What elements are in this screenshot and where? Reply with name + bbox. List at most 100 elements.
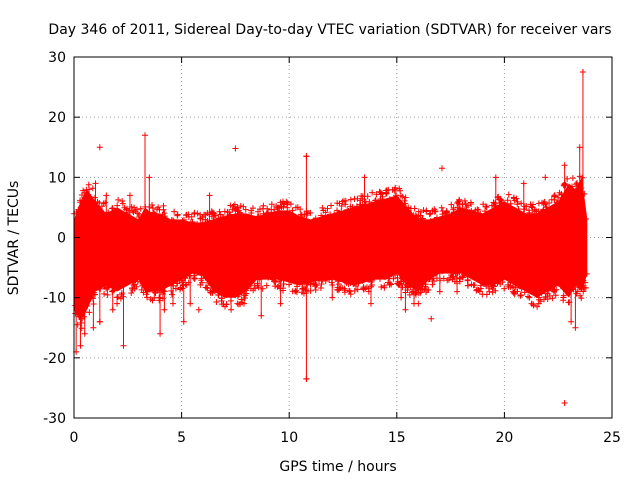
data-point bbox=[499, 273, 506, 280]
data-point bbox=[156, 283, 163, 290]
y-tick-label: 10 bbox=[48, 170, 66, 186]
data-point bbox=[257, 213, 264, 220]
data-point bbox=[392, 196, 399, 203]
data-point bbox=[102, 199, 109, 206]
data-point bbox=[321, 214, 328, 221]
data-point bbox=[91, 194, 98, 201]
data-point bbox=[291, 218, 298, 225]
data-point-spike bbox=[234, 204, 241, 211]
data-point bbox=[153, 216, 160, 223]
data-point bbox=[327, 211, 334, 218]
data-point bbox=[185, 226, 192, 233]
data-point bbox=[468, 207, 475, 214]
data-point bbox=[197, 215, 204, 222]
data-point bbox=[423, 274, 430, 281]
data-point-spike bbox=[210, 210, 217, 217]
data-point bbox=[317, 272, 324, 279]
data-point bbox=[335, 281, 342, 288]
data-point bbox=[205, 273, 212, 280]
data-point bbox=[456, 268, 463, 275]
data-point bbox=[168, 291, 175, 298]
data-point bbox=[415, 290, 422, 297]
data-point bbox=[359, 277, 366, 284]
data-point bbox=[322, 277, 329, 284]
data-point-spike bbox=[157, 330, 164, 337]
data-point bbox=[283, 198, 290, 205]
data-point-spike bbox=[241, 300, 248, 307]
data-point-outlier bbox=[415, 300, 422, 307]
data-point bbox=[448, 201, 455, 208]
data-point bbox=[493, 277, 500, 284]
data-point bbox=[347, 196, 354, 203]
data-point-spike bbox=[187, 300, 194, 307]
data-point bbox=[102, 280, 109, 287]
data-point bbox=[299, 278, 306, 285]
data-point bbox=[454, 204, 461, 211]
data-point bbox=[491, 274, 498, 281]
data-point bbox=[119, 200, 126, 207]
data-point bbox=[385, 275, 392, 282]
data-point bbox=[137, 278, 144, 285]
data-point bbox=[453, 261, 460, 268]
data-point bbox=[252, 220, 259, 227]
data-point bbox=[128, 290, 135, 297]
data-point bbox=[377, 191, 384, 198]
data-point bbox=[286, 281, 293, 288]
data-point bbox=[551, 193, 558, 200]
data-point bbox=[104, 284, 111, 291]
data-point bbox=[235, 284, 242, 291]
data-point bbox=[240, 203, 247, 210]
data-point bbox=[263, 215, 270, 222]
data-point bbox=[249, 205, 256, 212]
data-point bbox=[220, 222, 227, 229]
data-point bbox=[161, 210, 168, 217]
data-point bbox=[307, 281, 314, 288]
data-point bbox=[474, 270, 481, 277]
data-point bbox=[168, 217, 175, 224]
data-point bbox=[468, 270, 475, 277]
data-point bbox=[289, 207, 296, 214]
data-point bbox=[342, 197, 349, 204]
data-point bbox=[418, 217, 425, 224]
data-point bbox=[423, 207, 430, 214]
data-point bbox=[138, 217, 145, 224]
data-point bbox=[72, 302, 79, 309]
data-point-outlier bbox=[114, 300, 121, 307]
data-point bbox=[447, 272, 454, 279]
data-point-spike bbox=[169, 300, 176, 307]
data-point-spike bbox=[361, 174, 368, 181]
data-point bbox=[319, 204, 326, 211]
data-point bbox=[395, 281, 402, 288]
data-point bbox=[319, 276, 326, 283]
data-point bbox=[452, 266, 459, 273]
data-point bbox=[345, 207, 352, 214]
data-point bbox=[430, 275, 437, 282]
data-point bbox=[522, 284, 529, 291]
data-point bbox=[321, 215, 328, 222]
data-point bbox=[431, 278, 437, 285]
y-tick-label: -10 bbox=[43, 291, 66, 307]
data-point bbox=[490, 210, 497, 217]
data-point bbox=[297, 219, 304, 226]
data-point bbox=[318, 212, 325, 219]
data-point bbox=[459, 211, 466, 218]
data-point bbox=[181, 274, 188, 281]
data-point bbox=[338, 208, 345, 215]
data-point bbox=[550, 204, 557, 211]
data-point bbox=[194, 210, 201, 217]
data-point bbox=[190, 265, 197, 272]
data-point-spike bbox=[432, 270, 439, 277]
data-point bbox=[375, 207, 382, 214]
data-point bbox=[78, 320, 85, 326]
data-point bbox=[229, 285, 236, 292]
data-point bbox=[307, 287, 314, 294]
data-point bbox=[353, 273, 360, 280]
data-point bbox=[280, 280, 287, 287]
data-point-spike bbox=[492, 174, 499, 181]
data-point bbox=[526, 294, 533, 301]
data-point-outlier bbox=[96, 318, 103, 325]
data-point bbox=[215, 292, 222, 299]
data-point bbox=[289, 288, 296, 295]
data-series bbox=[71, 69, 590, 406]
data-point bbox=[172, 222, 179, 229]
